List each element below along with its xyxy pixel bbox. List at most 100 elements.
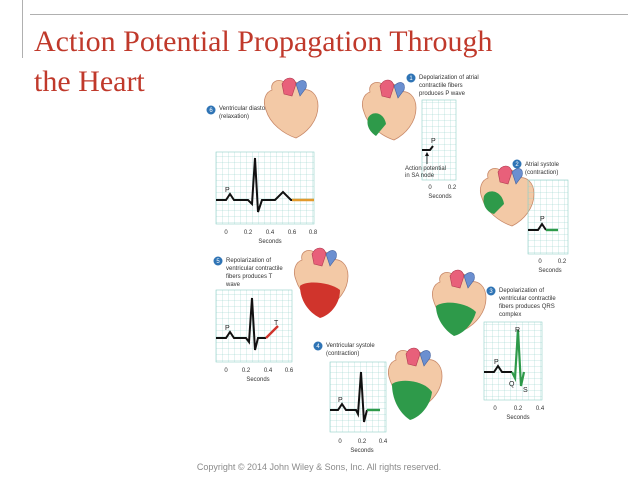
step-5-label-4: wave [225,282,241,288]
step-3-badge [486,286,496,296]
step-6-label-2: (relaxation) [219,114,249,120]
ecg-highlight-5 [265,325,279,339]
step-2-badge [512,159,522,169]
step-1-panel: 1 Depolarization of atrial contractile f… [361,73,479,200]
tick-6-0: 0 [224,230,228,236]
step-6-panel: 6 Ventricular diastole (relaxation) P 0 … [206,77,319,245]
step-3-number: 3 [489,289,493,295]
ecg-grid-6 [215,151,315,225]
ecg-trace-3 [484,364,512,373]
ecg-trace-1 [422,145,434,151]
wave-label-s-3: S [523,387,528,394]
step-1-label-1: Depolarization of atrial [419,75,479,81]
atria-highlight-1 [367,113,386,136]
wave-label-p-5: P [225,325,230,332]
axis-label-6: Seconds [258,239,281,245]
sa-node-arrowhead [425,152,429,156]
wave-label-p-4: P [338,397,343,404]
step-5-panel: 5 Repolarization of ventricular contract… [213,247,349,383]
step-6-label-1: Ventricular diastole [219,106,270,112]
heart-illustration-1 [361,79,417,141]
wave-label-q-3: Q [509,381,515,388]
step-4-number: 4 [316,344,320,350]
decorative-rule-vertical [22,0,23,58]
step-1-number: 1 [409,76,413,82]
tick-1-1: 0.2 [448,185,457,191]
tick-4-2: 0.4 [379,439,388,445]
step-5-number: 5 [216,259,220,265]
wave-label-p-6: P [225,187,230,194]
sa-node-label-1: Action potential [405,166,446,172]
tick-4-0: 0 [338,439,342,445]
step-3-label-3: fibers produces QRS [499,304,555,310]
wave-label-t-5: T [274,320,279,327]
step-3-label-4: complex [499,312,521,318]
step-5-label-2: ventricular contractile [226,266,283,272]
step-3-panel: 3 Depolarization of ventricular contract… [431,269,556,421]
ventricle-highlight-5 [300,282,340,318]
tick-6-3: 0.6 [288,230,297,236]
tick-5-3: 0.6 [285,368,294,374]
step-2-label-1: Atrial systole [525,162,560,168]
axis-label-3: Seconds [506,415,529,421]
ecg-trace-5 [216,297,266,351]
tick-5-2: 0.4 [264,368,273,374]
tick-1-0: 0 [428,185,432,191]
step-1-label-3: produces P wave [419,91,466,97]
step-2-panel: 2 Atrial systole (contraction) P 0 0.2 S… [479,159,569,274]
step-4-label-2: (contraction) [326,351,359,357]
ecg-trace-2 [528,222,547,231]
step-4-label-1: Ventricular systole [326,343,375,349]
tick-5-1: 0.2 [242,368,251,374]
tick-2-1: 0.2 [558,259,567,265]
ventricle-highlight-4 [392,380,432,420]
heart-illustration-6 [263,77,319,139]
slide-title: Action Potential Propagation Through the… [34,22,614,102]
step-4-panel: 4 Ventricular systole (contraction) P 0 … [313,341,443,454]
step-5-label-3: fibers produces T [226,274,273,280]
wave-label-p-3: P [494,359,499,366]
decorative-rule-horizontal [30,14,628,15]
ecg-grid-2 [527,179,569,255]
wave-label-p-2: P [540,216,545,223]
tick-5-0: 0 [224,368,228,374]
step-6-number: 6 [209,108,213,114]
step-5-label-1: Repolarization of [226,258,271,264]
tick-6-4: 0.8 [309,230,318,236]
axis-label-5: Seconds [246,377,269,383]
tick-3-2: 0.4 [536,406,545,412]
step-1-label-2: contractile fibers [419,83,463,89]
step-1-badge [406,73,416,83]
tick-4-1: 0.2 [358,439,367,445]
axis-label-4: Seconds [350,448,373,454]
ecg-highlight-3 [511,329,526,387]
tick-3-1: 0.2 [514,406,523,412]
title-line-1: Action Potential Propagation Through [34,25,493,58]
copyright-notice: Copyright © 2014 John Wiley & Sons, Inc.… [196,462,442,472]
ventricle-highlight-3 [436,302,476,336]
ecg-grid-3 [483,321,543,401]
ecg-trace-6 [216,157,296,213]
wave-label-p-1: P [431,138,436,145]
tick-3-0: 0 [493,406,497,412]
ecg-grid-4 [329,361,387,433]
step-2-label-2: (contraction) [525,170,558,176]
step-2-number: 2 [515,162,519,168]
axis-label-2: Seconds [538,268,561,274]
step-3-label-1: Depolarization of [499,288,544,294]
tick-6-2: 0.4 [266,230,275,236]
tick-6-1: 0.2 [244,230,253,236]
axis-label-1: Seconds [428,194,451,200]
step-6-badge [206,105,216,115]
step-5-badge [213,256,223,266]
step-3-label-2: ventricular contractile [499,296,556,302]
ecg-trace-4 [330,371,368,423]
wave-label-r-3: R [515,327,520,334]
atria-highlight-2 [483,191,504,214]
step-4-badge [313,341,323,351]
ecg-grid-1 [421,99,457,181]
title-line-2: the Heart [34,65,145,98]
sa-node-label-2: in SA node [405,173,435,179]
